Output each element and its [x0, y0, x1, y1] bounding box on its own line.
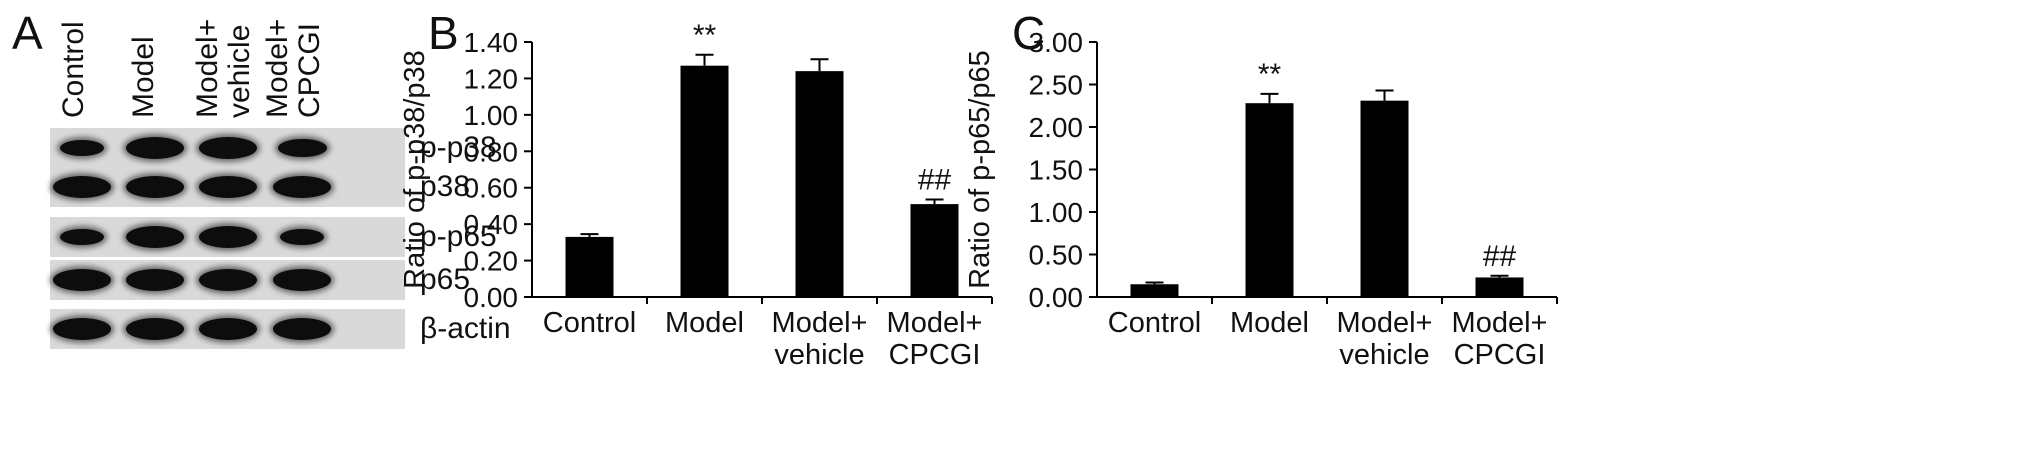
bar — [1245, 103, 1294, 297]
lane-label: Model+ CPCGI — [261, 18, 326, 118]
blot-band — [273, 269, 331, 291]
y-tick-label: 0.80 — [464, 136, 519, 167]
blot-band — [199, 318, 257, 340]
x-tick-label: Model+ vehicle — [1337, 307, 1433, 371]
blot-band — [277, 138, 327, 158]
y-tick-label: 1.50 — [1029, 155, 1084, 186]
protein-label: p65 — [420, 263, 471, 296]
blot-band — [199, 226, 257, 248]
blot-band — [199, 269, 257, 291]
x-tick-label: Control — [543, 307, 637, 339]
bar — [565, 236, 614, 297]
protein-label: β-actin — [420, 312, 511, 345]
blot-band — [199, 137, 257, 159]
blot-band — [126, 226, 184, 248]
blot-band — [53, 269, 111, 291]
protein-label: p38 — [420, 170, 471, 203]
y-tick-label: 2.50 — [1029, 70, 1084, 101]
blot-band — [273, 318, 331, 340]
blot-band — [53, 176, 111, 198]
blot-band — [279, 228, 325, 246]
y-tick-label: 1.00 — [464, 100, 519, 131]
significance-mark: ** — [693, 19, 717, 52]
x-tick-label: Model — [1230, 307, 1309, 339]
western-blot-panel: Control Model Model+ vehicle Model+ CPCGI p-… — [0, 0, 530, 475]
bar — [1475, 277, 1524, 297]
y-tick-label: 2.00 — [1029, 112, 1084, 143]
blot-band — [126, 318, 184, 340]
blot-band — [126, 176, 184, 198]
panel-label-b: B — [428, 7, 459, 59]
lane-label: Model — [127, 36, 160, 118]
y-tick-label: 0.40 — [464, 209, 519, 240]
bar-chart-p38: 0.00 0.20 0.40 0.60 0.80 1.00 1.20 1.40 Ratio of… — [399, 19, 993, 371]
blot-band — [53, 318, 111, 340]
y-tick-label: 1.20 — [464, 63, 519, 94]
panel-label-c: C — [1012, 7, 1046, 59]
y-tick-label: 0.00 — [1029, 282, 1084, 313]
bar — [910, 204, 959, 297]
y-axis-label: Ratio of p-p65/p65 — [964, 50, 996, 289]
y-tick-label: 0.20 — [464, 246, 519, 277]
y-tick-label: 3.00 — [1029, 27, 1084, 58]
y-tick-label: 0.00 — [464, 282, 519, 313]
bar — [680, 65, 729, 297]
bar — [1360, 100, 1409, 298]
bar-chart-p65: 0.00 0.50 1.00 1.50 2.00 2.50 3.00 Ratio of p-p… — [964, 27, 1558, 371]
panel-label-a: A — [12, 7, 43, 59]
bar — [1130, 284, 1179, 297]
blot-band — [273, 176, 331, 198]
significance-mark: ## — [1483, 240, 1517, 273]
blot-band — [126, 137, 184, 159]
blot-band — [59, 139, 105, 157]
blot-band — [199, 176, 257, 198]
x-tick-label: Model — [665, 307, 744, 339]
x-tick-label: Control — [1108, 307, 1202, 339]
x-tick-label: Model+ CPCGI — [1452, 307, 1548, 371]
lane-label: Control — [57, 21, 90, 118]
blot-band — [126, 269, 184, 291]
lane-label: Model+ vehicle — [191, 18, 256, 118]
y-tick-label: 1.40 — [464, 27, 519, 58]
blot-band — [59, 228, 105, 246]
y-tick-label: 1.00 — [1029, 197, 1084, 228]
x-tick-label: Model+ CPCGI — [887, 307, 983, 371]
y-tick-label: 0.60 — [464, 173, 519, 204]
protein-label: p-p38 — [420, 131, 497, 164]
significance-mark: ## — [918, 164, 952, 197]
significance-mark: ** — [1258, 58, 1282, 91]
y-tick-label: 0.50 — [1029, 240, 1084, 271]
y-axis-label: Ratio of p-p38/p38 — [399, 50, 431, 289]
protein-label: p-p65 — [420, 220, 497, 253]
x-tick-label: Model+ vehicle — [772, 307, 868, 371]
bar — [795, 71, 844, 298]
